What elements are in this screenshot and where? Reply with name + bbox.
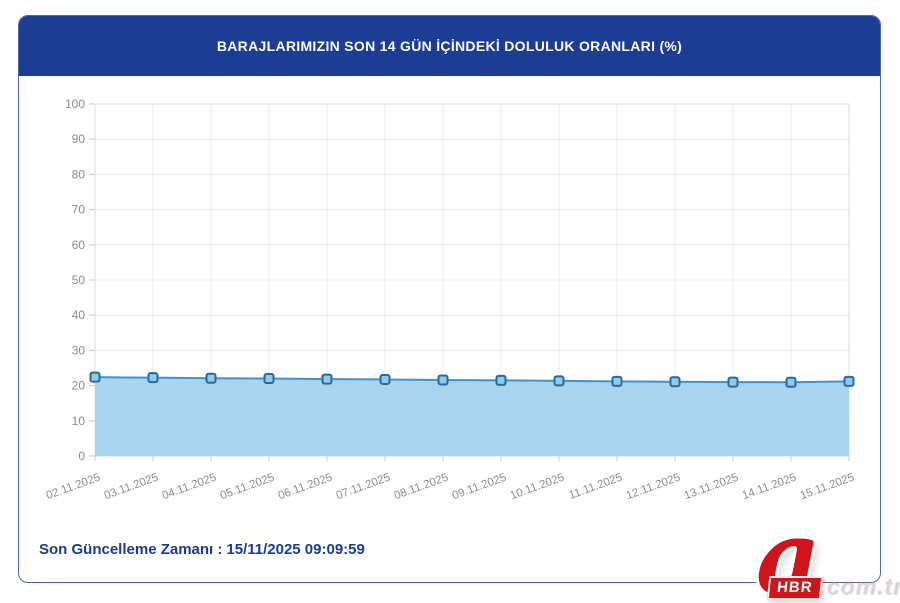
trend-line xyxy=(94,376,850,384)
data-point[interactable] xyxy=(205,372,217,384)
x-axis-label: 12.11.2025 xyxy=(625,472,682,503)
x-axis-label: 13.11.2025 xyxy=(683,472,740,503)
x-axis-label: 11.11.2025 xyxy=(567,472,624,502)
last-update-timestamp: 15/11/2025 09:09:59 xyxy=(226,541,365,558)
data-point[interactable] xyxy=(669,376,681,388)
last-update-label: Son Güncelleme Zamanı : xyxy=(39,541,223,558)
x-axis-label: 08.11.2025 xyxy=(393,472,450,503)
y-axis-label: 30 xyxy=(72,343,86,357)
x-axis-label: 10.11.2025 xyxy=(509,472,566,503)
last-update-status: Son Güncelleme Zamanı :15/11/2025 09:09:… xyxy=(39,541,369,558)
data-point[interactable] xyxy=(437,374,449,386)
y-axis-label: 80 xyxy=(72,167,86,181)
data-point[interactable] xyxy=(785,376,797,388)
data-point[interactable] xyxy=(263,373,275,385)
card-header: BARAJLARIMIZIN SON 14 GÜN İÇİNDEKİ DOLUL… xyxy=(19,16,880,76)
y-axis-label: 10 xyxy=(72,414,86,428)
y-axis-label: 40 xyxy=(72,308,86,322)
x-axis-label: 15.11.2025 xyxy=(799,472,856,503)
data-point[interactable] xyxy=(495,374,507,386)
y-axis-label: 0 xyxy=(78,449,85,463)
area-fill xyxy=(95,377,849,456)
y-axis-label: 20 xyxy=(72,379,86,393)
x-axis-label: 14.11.2025 xyxy=(741,472,798,503)
x-axis-label: 05.11.2025 xyxy=(219,472,276,503)
data-point[interactable] xyxy=(553,375,565,387)
dam-fullness-area-chart: 0 10 20 30 40 50 60 70 80 90 100 02.11.2025 03.11.20… xyxy=(45,97,856,503)
x-axis-label: 09.11.2025 xyxy=(451,472,508,503)
y-axis-label: 50 xyxy=(72,273,86,287)
y-axis-label: 90 xyxy=(72,132,86,146)
data-point[interactable] xyxy=(727,376,739,388)
y-axis-label: 100 xyxy=(65,97,85,111)
x-axis-label: 02.11.2025 xyxy=(45,472,102,503)
y-axis-label: 60 xyxy=(72,238,86,252)
data-point[interactable] xyxy=(843,375,855,387)
x-axis-label: 04.11.2025 xyxy=(161,472,218,503)
data-point[interactable] xyxy=(89,371,101,383)
x-axis-label: 07.11.2025 xyxy=(335,472,392,503)
data-point[interactable] xyxy=(611,375,623,387)
data-point[interactable] xyxy=(379,373,391,385)
data-point[interactable] xyxy=(147,372,159,384)
y-axis-label: 70 xyxy=(72,203,86,217)
data-point[interactable] xyxy=(321,373,333,385)
dam-chart-card: BARAJLARIMIZIN SON 14 GÜN İÇİNDEKİ DOLUL… xyxy=(18,15,881,583)
chart-area: 0 10 20 30 40 50 60 70 80 90 100 02.11.2025 03.11.20… xyxy=(19,76,880,526)
x-axis-label: 03.11.2025 xyxy=(103,472,160,503)
chart-title: BARAJLARIMIZIN SON 14 GÜN İÇİNDEKİ DOLUL… xyxy=(216,38,683,54)
x-axis-label: 06.11.2025 xyxy=(277,472,334,503)
